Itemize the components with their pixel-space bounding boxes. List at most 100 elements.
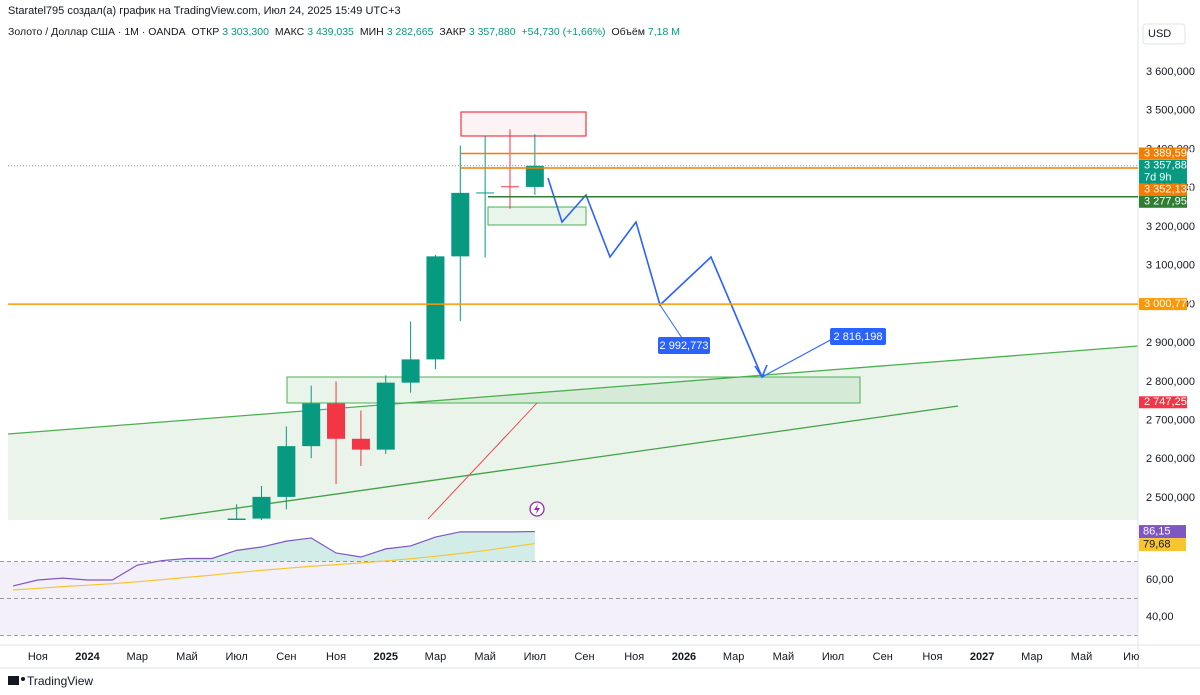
price-label-box <box>1139 396 1187 409</box>
price-label: 2 747,251 <box>1144 396 1193 408</box>
attribution: Staratel795 создал(а) график на TradingV… <box>8 5 404 17</box>
price-label-box <box>1139 147 1187 160</box>
x-tick-label: Ноя <box>624 651 644 663</box>
countdown: 7d 9h <box>1144 172 1172 184</box>
price-label: 3 389,599 <box>1144 147 1193 159</box>
rsi-tick-label: 40,00 <box>1146 611 1174 623</box>
price-label-box <box>1139 183 1187 196</box>
brand: TradingView <box>27 674 93 688</box>
x-tick-label: Ноя <box>922 651 942 663</box>
legend-key: МИН <box>359 26 384 38</box>
rsi-value-box <box>1139 525 1186 539</box>
price-scale: 2 500,000 2 600,000 2 700,000 2 800,000 2 90… <box>1139 66 1195 623</box>
legend-value: 3 303,300 <box>222 26 269 38</box>
x-tick-label: Ию <box>1123 651 1139 663</box>
x-tick-label: 2025 <box>374 651 398 663</box>
legend-key: ЗАКР <box>439 26 466 38</box>
currency-box[interactable] <box>1142 23 1186 45</box>
x-tick-label: Ноя <box>28 651 48 663</box>
attribution-text: Staratel795 создал(а) график на TradingV… <box>8 5 401 17</box>
channel-fill <box>8 346 1138 520</box>
rsi-value-label: 79,68 <box>1143 538 1171 550</box>
y-tick-label: 3 100,000 <box>1146 260 1195 272</box>
projection: 2 992,773 2 816,198 <box>529 177 886 517</box>
legend-value: 3 439,035 <box>307 26 354 38</box>
y-tick-label: 2 900,000 <box>1146 337 1195 349</box>
rsi-value-box <box>1139 538 1186 552</box>
support-zone <box>286 376 861 404</box>
x-tick-label: Ноя <box>326 651 346 663</box>
event-icon-bolt <box>534 504 540 514</box>
x-tick-label: Сен <box>873 651 893 663</box>
x-tick-label: Май <box>474 651 496 663</box>
legend-value: 7,18 M <box>647 26 681 38</box>
candle-body <box>302 403 321 447</box>
x-tick-label: Сен <box>574 651 594 663</box>
rsi-pane <box>0 530 1138 636</box>
x-tick-label: Мар <box>723 651 745 663</box>
legend-key: ОТКР <box>191 26 220 38</box>
candle-body <box>401 359 420 383</box>
callout-text: 2 816,198 <box>834 331 883 343</box>
candle-body <box>277 446 296 497</box>
price-label: 3 277,959 <box>1144 196 1193 208</box>
y-tick-label: 2 800,000 <box>1146 376 1195 388</box>
drawings <box>7 111 1138 520</box>
rsi-line <box>12 542 535 591</box>
resistance-zone <box>460 111 587 137</box>
y-tick-label: 3 500,000 <box>1146 105 1195 117</box>
callout-box <box>830 328 886 345</box>
x-tick-label: Май <box>176 651 198 663</box>
y-tick-label: 2 500,000 <box>1146 492 1195 504</box>
trend-line <box>427 402 538 520</box>
price-label-box <box>1139 298 1187 311</box>
legend-key: Объём <box>611 26 645 38</box>
legend-value: 3 357,880 <box>468 26 516 38</box>
candle-body <box>252 496 271 519</box>
x-tick-label: Июл <box>822 651 844 663</box>
rsi-tick-label: 60,00 <box>1146 574 1174 586</box>
candle-body <box>501 186 519 188</box>
candle-body <box>525 165 544 187</box>
price-label: 3 357,880 <box>1144 160 1193 172</box>
channel-upper <box>7 345 1138 435</box>
channel-lower <box>159 405 959 520</box>
price-label-box <box>1139 195 1187 208</box>
callout-text: 2 992,773 <box>660 340 709 352</box>
callout-box <box>658 337 710 354</box>
x-tick-label: 2024 <box>75 651 100 663</box>
logo-icon <box>8 676 19 685</box>
candle-body <box>351 438 370 450</box>
price-label-box <box>1139 159 1187 184</box>
price-label: 3 000,777 <box>1144 298 1193 310</box>
x-tick-label: 2026 <box>672 651 696 663</box>
y-tick-label: 2 700,000 <box>1146 414 1195 426</box>
candle-body <box>476 192 495 194</box>
x-tick-label: Май <box>773 651 795 663</box>
y-tick-label: 3 200,000 <box>1146 221 1195 233</box>
candle-body <box>426 256 445 360</box>
callout-line <box>761 336 837 378</box>
symbol[interactable]: Золото / Доллар США · 1M · OANDA <box>8 26 186 38</box>
legend-key: МАКС <box>274 26 305 38</box>
x-tick-label: Мар <box>1021 651 1043 663</box>
support-zone-small <box>487 206 587 226</box>
y-tick-label: 2 600,000 <box>1146 453 1195 465</box>
legend: Золото / Доллар США · 1M · OANDA ОТКР 3 3… <box>8 26 683 38</box>
x-tick-label: Мар <box>126 651 148 663</box>
x-tick-label: Мар <box>425 651 447 663</box>
x-tick-label: Сен <box>276 651 296 663</box>
rsi-value-label: 86,15 <box>1143 525 1171 537</box>
x-tick-label: Май <box>1071 651 1093 663</box>
y-tick-label: 3 600,000 <box>1146 66 1195 78</box>
logo-icon <box>21 677 25 681</box>
candle-body <box>327 403 346 439</box>
currency: USD <box>1148 28 1171 40</box>
candle-body <box>376 382 395 450</box>
candles <box>227 129 544 520</box>
x-tick-label: Июл <box>524 651 546 663</box>
callout-line <box>659 304 683 339</box>
